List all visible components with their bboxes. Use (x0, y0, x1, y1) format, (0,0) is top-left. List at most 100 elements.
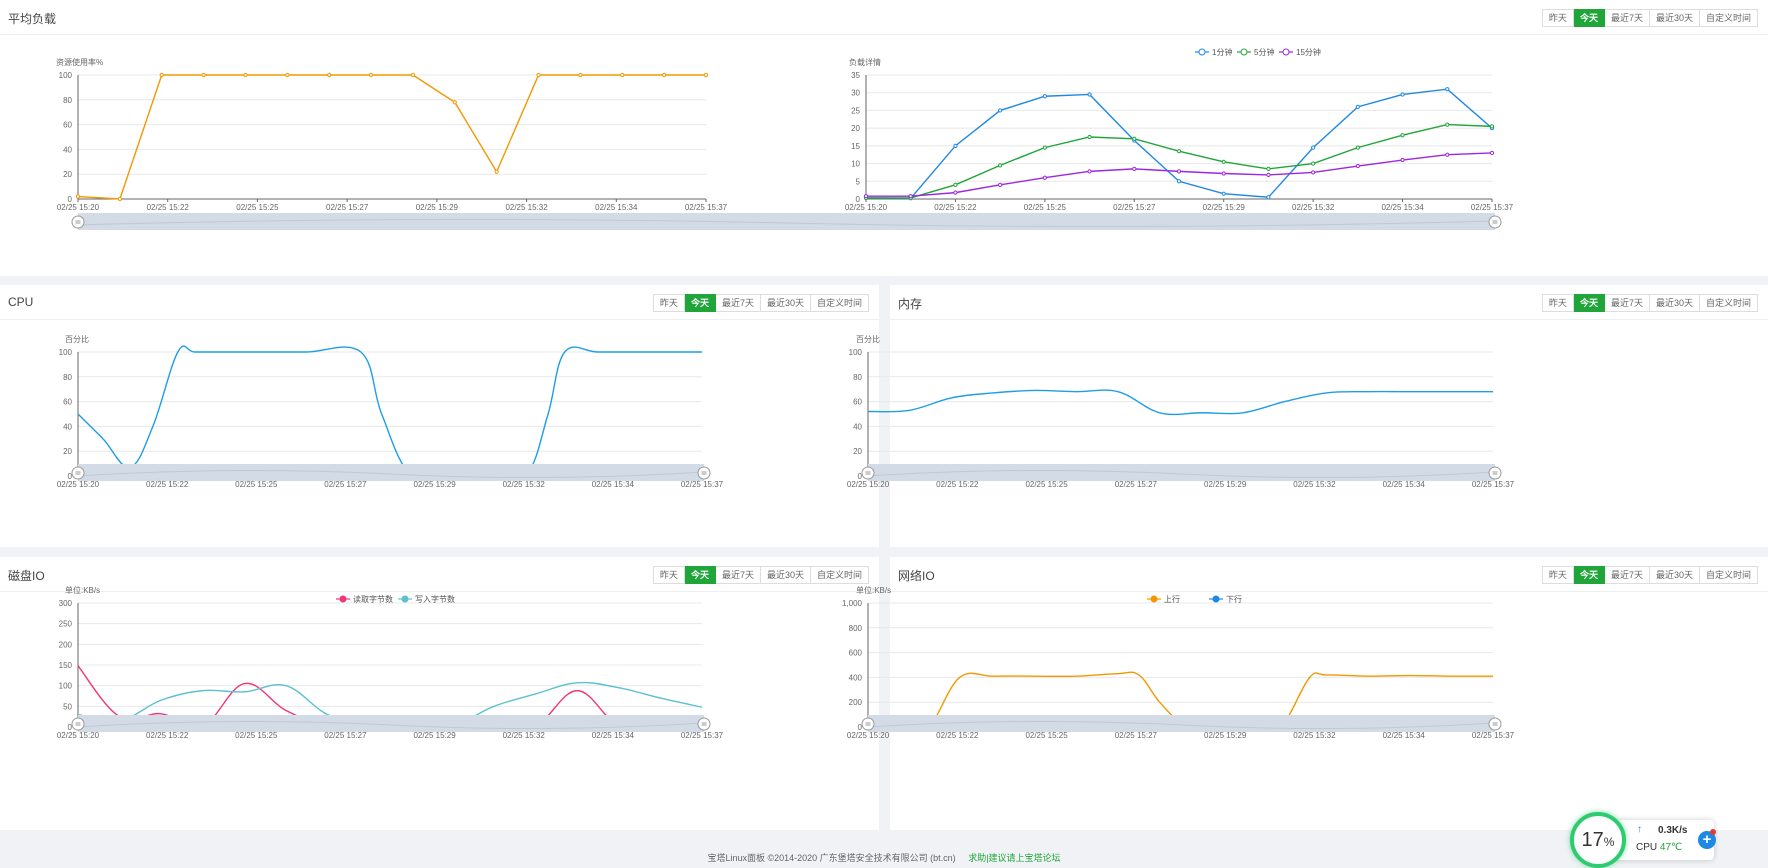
net-speed: 0.3K/s (1658, 825, 1688, 836)
legend-marker (339, 595, 347, 603)
x-tick-label: 02/25 15:27 (1113, 203, 1156, 212)
range-button[interactable]: 最近30天 (1649, 566, 1700, 584)
data-point (662, 72, 667, 78)
range-button[interactable]: 昨天 (652, 566, 685, 584)
zoom-slider-track[interactable] (868, 715, 1495, 732)
range-button[interactable]: 昨天 (1541, 566, 1574, 584)
x-tick-label: 02/25 15:29 (413, 480, 456, 489)
y-tick-label: 0 (858, 472, 863, 481)
range-button[interactable]: 最近30天 (1649, 9, 1700, 27)
legend-item[interactable]: 读取字节数 (336, 594, 393, 604)
range-button[interactable]: 今天 (1573, 9, 1605, 27)
zoom-slider-handle[interactable] (697, 466, 711, 480)
data-point (908, 194, 913, 199)
data-point (368, 72, 374, 78)
zoom-slider-handle[interactable] (861, 466, 875, 480)
range-button[interactable]: 最近7天 (715, 566, 761, 584)
range-button[interactable]: 最近7天 (1604, 294, 1650, 312)
range-button[interactable]: 最近30天 (760, 566, 811, 584)
legend-marker (401, 595, 409, 603)
range-button[interactable]: 自定义时间 (810, 566, 869, 584)
data-point (243, 72, 248, 78)
y-tick-label: 80 (853, 373, 862, 382)
zoom-slider-handle[interactable] (71, 215, 85, 229)
range-button[interactable]: 今天 (1573, 294, 1605, 312)
range-button[interactable]: 今天 (1573, 566, 1605, 584)
y-tick-label: 60 (63, 398, 72, 407)
series-line (866, 152, 1493, 197)
range-button[interactable]: 昨天 (1541, 9, 1574, 27)
range-button[interactable]: 自定义时间 (810, 294, 869, 312)
data-point (953, 190, 958, 195)
disk-chart: 0 50 100 150 200 250 300 单位:KB/s 02/25 15:20 02/2… (57, 585, 724, 740)
legend-item[interactable]: 下行 (1209, 594, 1242, 604)
data-point (863, 194, 869, 199)
legend-label: 上行 (1164, 594, 1180, 604)
range-button[interactable]: 今天 (684, 294, 716, 312)
range-button[interactable]: 最近30天 (760, 294, 811, 312)
y-tick-label: 40 (63, 145, 72, 154)
zoom-slider-track[interactable] (78, 715, 704, 732)
x-tick-label: 02/25 15:32 (505, 203, 548, 212)
zoom-slider-handle[interactable] (1488, 215, 1502, 229)
range-button[interactable]: 昨天 (1541, 294, 1574, 312)
floating-monitor[interactable]: 17% ↑ 0.3K/s CPU 47℃ + (1570, 812, 1718, 868)
cpu-range-buttons: 昨天 今天 最近7天 最近30天 自定义时间 (652, 294, 869, 312)
range-button[interactable]: 自定义时间 (1699, 566, 1758, 584)
x-tick-label: 02/25 15:22 (146, 480, 189, 489)
y-axis-unit-label: 单位:KB/s (65, 585, 100, 595)
range-button[interactable]: 自定义时间 (1699, 294, 1758, 312)
load-panel: 平均负载 昨天 今天 最近7天 最近30天 自定义时间 0 20 40 60 80 100 资源使用… (0, 0, 1768, 276)
panel-divider (0, 591, 879, 592)
x-tick-label: 02/25 15:37 (681, 480, 724, 489)
y-tick-label: 200 (59, 640, 73, 649)
series-line (77, 345, 702, 481)
legend-item[interactable]: 1分钟 (1195, 47, 1232, 57)
data-point (1355, 104, 1360, 109)
zoom-slider-handle[interactable] (1488, 717, 1502, 731)
x-tick-label: 02/25 15:20 (847, 731, 890, 740)
legend-item[interactable]: 写入字节数 (398, 594, 455, 604)
zoom-slider-handle[interactable] (1488, 466, 1502, 480)
x-tick-label: 02/25 15:25 (1025, 480, 1068, 489)
legend-item[interactable]: 15分钟 (1279, 47, 1321, 57)
zoom-slider-handle[interactable] (861, 717, 875, 731)
panel-divider (0, 34, 1768, 35)
legend-marker (1150, 595, 1158, 603)
cpu-chart: 0 20 40 60 80 100 百分比 02/25 15:20 02/25 15:22 02/… (57, 334, 724, 489)
data-point (1400, 92, 1405, 97)
disk-range-buttons: 昨天 今天 最近7天 最近30天 自定义时间 (652, 566, 869, 584)
x-tick-label: 02/25 15:34 (1383, 480, 1426, 489)
zoom-slider-handle[interactable] (71, 466, 85, 480)
range-button[interactable]: 今天 (684, 566, 716, 584)
zoom-slider-handle[interactable] (697, 717, 711, 731)
x-tick-label: 02/25 15:22 (147, 203, 190, 212)
cpu-usage-ring[interactable]: 17% (1570, 812, 1626, 868)
y-axis-unit-label: 百分比 (65, 334, 89, 344)
legend-item[interactable]: 5分钟 (1237, 47, 1274, 57)
forum-link[interactable]: 求助|建议请上宝塔论坛 (968, 853, 1061, 863)
range-button[interactable]: 最近7天 (715, 294, 761, 312)
zoom-slider-track[interactable] (78, 213, 1495, 230)
legend-label: 下行 (1226, 594, 1242, 604)
x-tick-label: 02/25 15:20 (57, 480, 100, 489)
range-button[interactable]: 最近7天 (1604, 566, 1650, 584)
y-tick-label: 80 (63, 96, 72, 105)
zoom-slider-handle[interactable] (71, 717, 85, 731)
legend-label: 1分钟 (1212, 47, 1232, 57)
y-axis-unit-label: 百分比 (856, 334, 880, 344)
plus-icon[interactable]: + (1698, 831, 1716, 849)
range-button[interactable]: 自定义时间 (1699, 9, 1758, 27)
range-button[interactable]: 最近30天 (1649, 294, 1700, 312)
zoom-slider-track[interactable] (78, 464, 704, 481)
data-point (1221, 159, 1226, 164)
legend-item[interactable]: 上行 (1147, 594, 1180, 604)
x-tick-label: 02/25 15:37 (685, 203, 728, 212)
y-tick-label: 20 (853, 447, 862, 456)
y-tick-label: 400 (849, 673, 863, 682)
zoom-slider-track[interactable] (868, 464, 1495, 481)
range-button[interactable]: 最近7天 (1604, 9, 1650, 27)
data-point (1489, 150, 1495, 156)
range-button[interactable]: 昨天 (652, 294, 685, 312)
data-point (1176, 179, 1182, 184)
